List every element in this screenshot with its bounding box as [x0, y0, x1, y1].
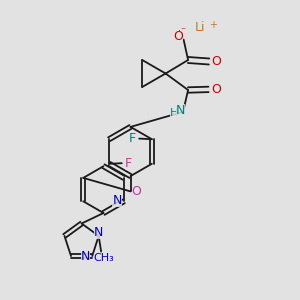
Text: O: O: [211, 83, 221, 96]
Text: ·⁻: ·⁻: [178, 26, 186, 36]
Text: N: N: [176, 104, 185, 117]
Text: O: O: [173, 30, 183, 43]
Text: F: F: [125, 157, 132, 170]
Text: O: O: [212, 55, 221, 68]
Text: +: +: [209, 20, 217, 30]
Text: N: N: [81, 250, 90, 263]
Text: N: N: [112, 194, 122, 207]
Text: N: N: [94, 226, 104, 239]
Text: F: F: [129, 132, 136, 145]
Text: Li: Li: [195, 21, 206, 34]
Text: H: H: [170, 107, 178, 118]
Text: O: O: [132, 185, 141, 198]
Text: CH₃: CH₃: [94, 253, 115, 262]
